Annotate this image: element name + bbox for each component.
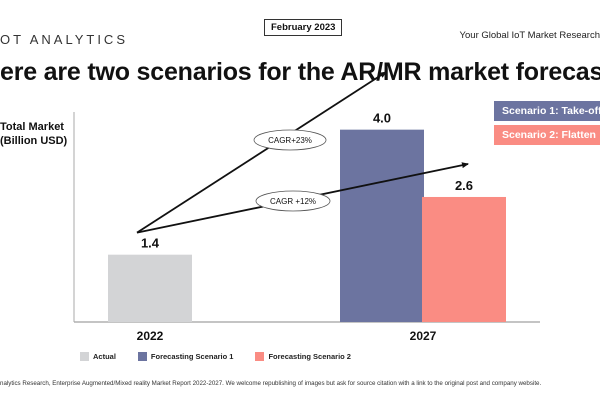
tagline: Your Global IoT Market Research [459,30,600,41]
legend-swatch-3 [255,352,265,361]
y-axis-label-line2: (Billion USD) [0,135,68,147]
bar-value-label-2: 2.6 [455,178,473,193]
bar-2027-1 [340,129,424,322]
page-title: ere are two scenarios for the AR/MR mark… [0,58,600,86]
legend-item-2: Forecasting Scenario 1 [137,352,234,361]
legend-item-3: Forecasting Scenario 2 [255,352,351,361]
bar-value-label-1: 4.0 [373,111,391,126]
chart-legend: Actual Forecasting Scenario 1 Forecasting … [80,352,351,361]
legend-swatch-1 [80,352,89,361]
legend-item-1: Actual [80,352,116,361]
cagr-label-bubble-1 [253,129,327,151]
bar-2022-0 [108,254,192,322]
cagr-label-bubble-2 [255,190,331,212]
bar-2027-2 [422,196,506,322]
source-footer: nalytics Research, Enterprise Augmented/… [0,380,542,387]
x-tick-label-2022: 2022 [137,329,164,343]
date-badge: February 2023 [264,19,343,36]
scenario1-legend-box: Scenario 1: Take-off [494,101,600,121]
x-tick-label-2027: 2027 [410,329,437,343]
cagr-arrow-1 [136,71,387,234]
legend-label-1: Actual [93,352,116,361]
cagr-label-2: CAGR +12% [270,197,316,206]
y-axis-label-line1: Total Market [0,121,64,133]
legend-label-2: Forecasting Scenario 1 [150,352,234,361]
y-axis-label: Total Market (Billion USD) [0,120,67,148]
bar-value-label-0: 1.4 [141,236,160,251]
cagr-label-1: CAGR+23% [268,136,312,145]
legend-swatch-2 [137,352,147,361]
logo-text: OT ANALYTICS [0,32,128,47]
scenario2-legend-box: Scenario 2: Flatten [494,125,600,145]
legend-label-3: Forecasting Scenario 2 [268,352,351,361]
